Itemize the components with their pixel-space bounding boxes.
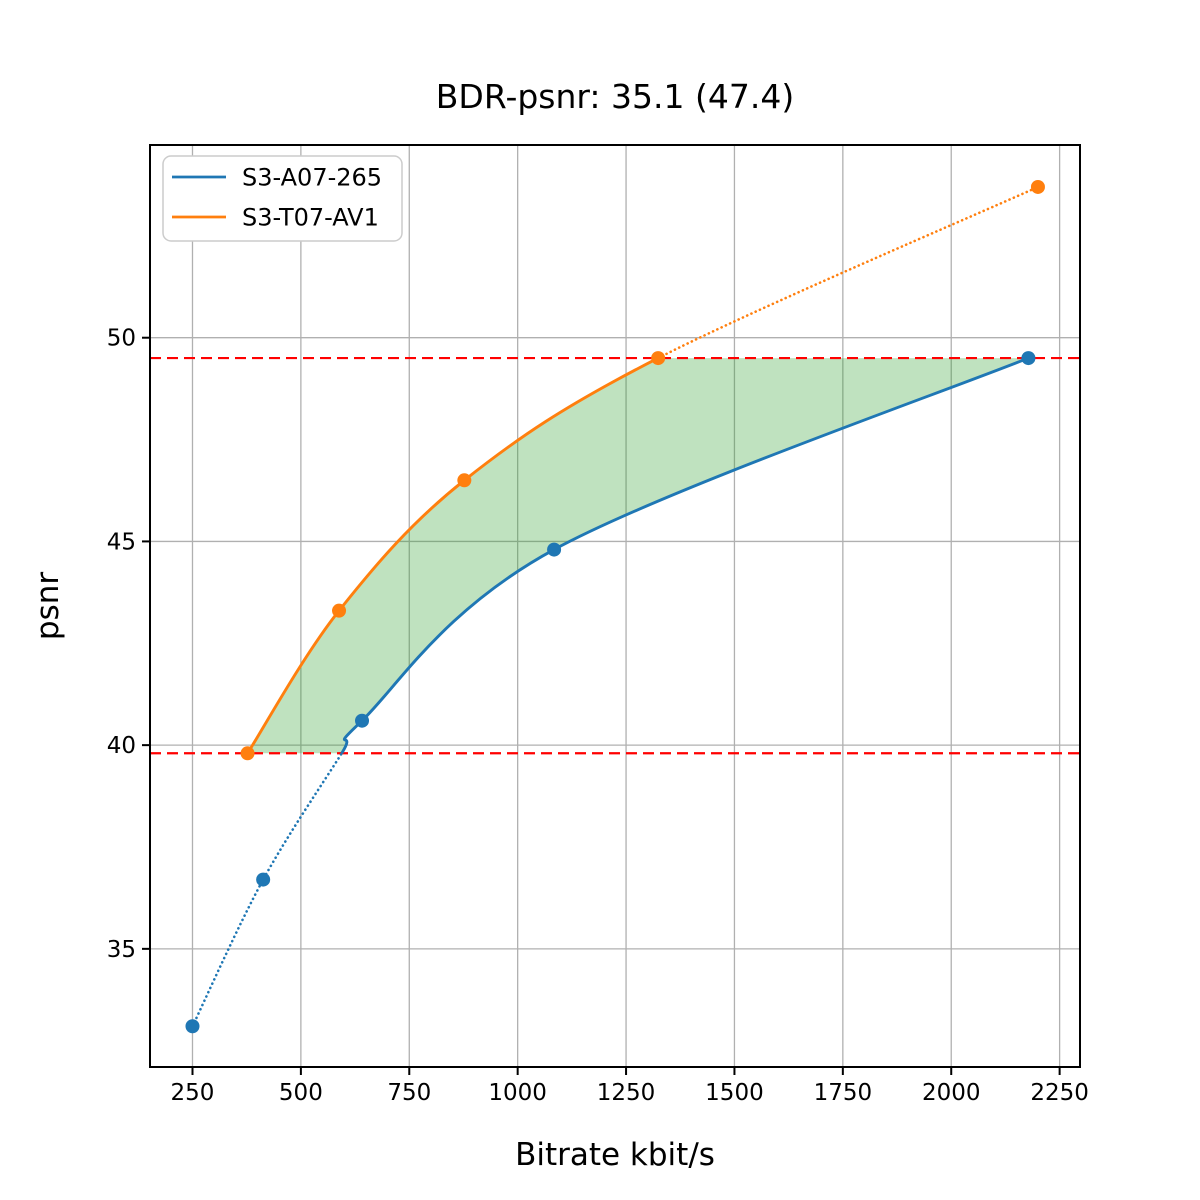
legend-entry-label: S3-T07-AV1 xyxy=(242,204,379,232)
y-tick-label: 40 xyxy=(107,733,136,759)
bd-shaded-area xyxy=(247,358,1029,754)
data-point-marker xyxy=(457,473,472,488)
series-curve-solid xyxy=(340,356,1029,755)
grid-layer xyxy=(150,145,1080,1067)
x-tick-label: 750 xyxy=(387,1080,431,1106)
data-point-marker xyxy=(1030,179,1045,194)
x-tick-label: 1500 xyxy=(705,1080,764,1106)
x-tick-label: 1750 xyxy=(814,1080,873,1106)
data-point-marker xyxy=(240,746,255,761)
data-point-marker xyxy=(355,713,370,728)
x-axis-label: Bitrate kbit/s xyxy=(515,1137,715,1173)
legend: S3-A07-265 S3-T07-AV1 xyxy=(162,155,403,242)
legend-entry-label: S3-A07-265 xyxy=(242,164,382,192)
data-point-marker xyxy=(256,872,271,887)
series-curve-dotted xyxy=(191,751,344,1028)
series-curve-dotted xyxy=(656,185,1040,360)
psnr-bounds-layer xyxy=(150,356,1080,755)
y-tick-label: 35 xyxy=(107,937,136,963)
y-axis-label: psnr xyxy=(30,572,66,640)
series-curve-solid xyxy=(246,356,659,755)
y-tick-label: 50 xyxy=(107,326,136,352)
curves-layer xyxy=(191,185,1040,1028)
x-tick-label: 1250 xyxy=(597,1080,656,1106)
x-tick-label: 500 xyxy=(279,1080,323,1106)
data-point-marker xyxy=(332,603,347,618)
tick-layer: 250 500 750 1000 1250 1500 1750 2000 2250 35 40 45 5… xyxy=(107,326,1089,1106)
data-point-marker xyxy=(547,542,562,557)
x-tick-label: 1000 xyxy=(488,1080,547,1106)
data-point-marker xyxy=(1021,351,1036,366)
axes-frame xyxy=(149,144,1081,1068)
data-point-marker xyxy=(651,351,666,366)
data-point-marker xyxy=(185,1019,200,1034)
x-tick-label: 250 xyxy=(171,1080,215,1106)
y-tick-label: 45 xyxy=(107,529,136,555)
chart-title: BDR-psnr: 35.1 (47.4) xyxy=(436,77,794,116)
x-tick-label: 2250 xyxy=(1030,1080,1089,1106)
bd-area-layer xyxy=(247,358,1029,754)
markers-layer xyxy=(185,179,1045,1034)
x-tick-label: 2000 xyxy=(922,1080,981,1106)
